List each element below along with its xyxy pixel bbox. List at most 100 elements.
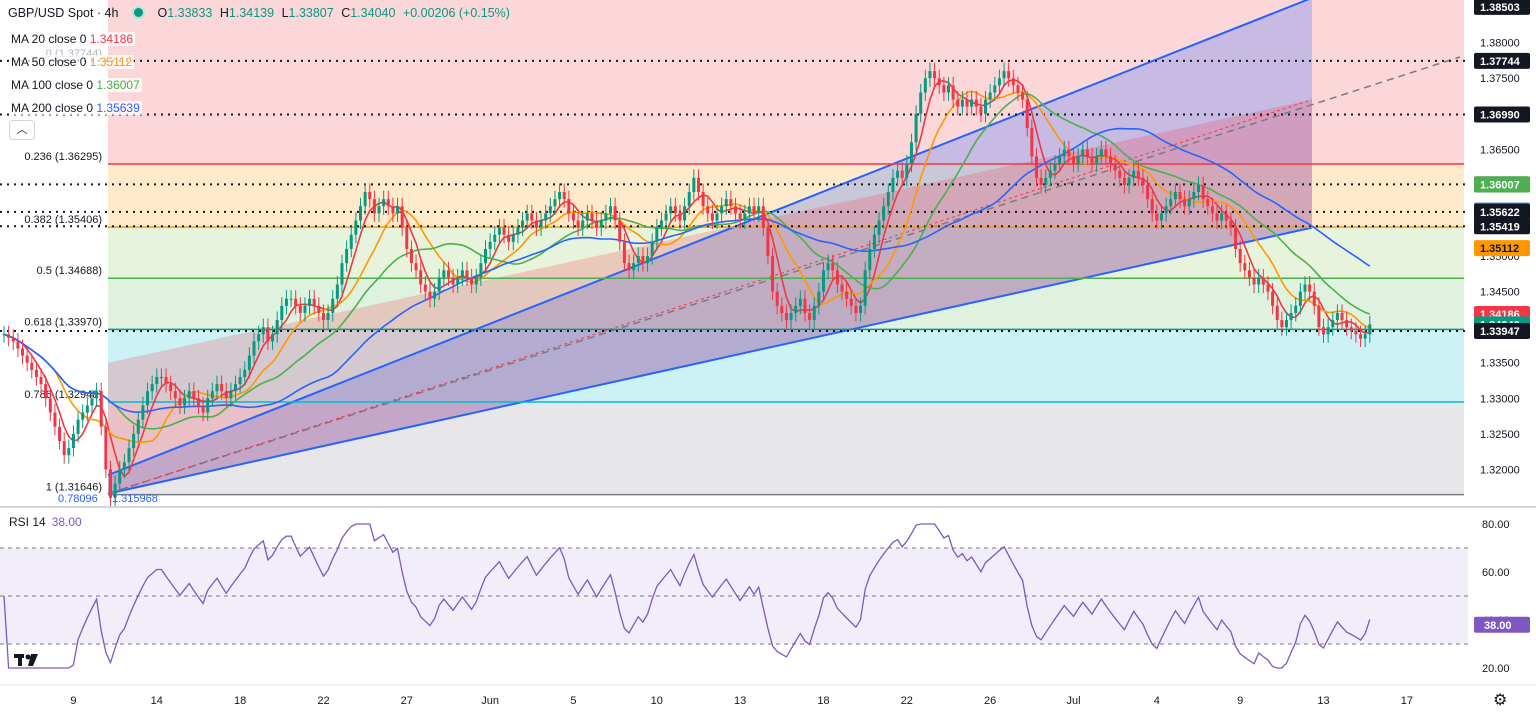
candle-body [442, 270, 446, 278]
candle-body [169, 384, 173, 392]
candle-body [1363, 334, 1367, 339]
candle-body [655, 227, 659, 242]
candle-body [271, 334, 275, 342]
candle-body [67, 448, 71, 456]
candle-body [1303, 284, 1307, 292]
ma200-value: 1.35639 [96, 101, 140, 115]
indicator-ma50[interactable]: MA 50 close 0 1.35112 [9, 55, 135, 69]
x-tick-label: 17 [1401, 695, 1413, 707]
candle-body [183, 398, 187, 406]
candle-body [622, 241, 626, 264]
fib-zone [108, 163, 1464, 228]
candle-body [39, 376, 43, 385]
x-tick-label: 13 [1317, 695, 1329, 707]
candle-body [368, 192, 372, 200]
candle-body [562, 192, 566, 200]
candle-body [1340, 312, 1344, 321]
fib-zone [108, 402, 1464, 495]
x-tick-label: 9 [70, 695, 76, 707]
candle-body [266, 327, 270, 342]
candle-body [400, 206, 404, 228]
candle-body [1141, 177, 1145, 185]
candle-body [1169, 199, 1173, 207]
candle-body [747, 206, 751, 214]
candle-body [956, 99, 960, 107]
candle-body [1345, 320, 1349, 328]
open-label: O [157, 6, 168, 20]
candle-body [423, 284, 427, 292]
candle-body [1298, 291, 1302, 306]
candle-body [1229, 220, 1233, 228]
candle-body [868, 248, 872, 271]
rsi-label: RSI 14 [9, 515, 46, 529]
price-tag: 1.35622 [1480, 207, 1520, 219]
candle-body [243, 369, 247, 377]
candle-body [113, 483, 117, 498]
indicator-ma200[interactable]: MA 200 close 0 1.35639 [9, 101, 142, 115]
candle-body [437, 277, 441, 292]
candle-body [734, 206, 738, 214]
candle-body [1136, 170, 1140, 178]
indicator-ma100[interactable]: MA 100 close 0 1.36007 [9, 78, 142, 92]
channel-mid-line [107, 56, 1461, 495]
candle-body [687, 192, 691, 207]
candle-body [590, 213, 594, 221]
candle-body [178, 398, 182, 406]
gear-icon[interactable]: ⚙ [1493, 692, 1508, 709]
candle-body [877, 220, 881, 235]
candle-body [664, 213, 668, 221]
candle-body [974, 99, 978, 107]
rsi-legend[interactable]: RSI 14 38.00 [9, 515, 82, 529]
tradingview-logo-icon[interactable] [14, 650, 42, 670]
candle-body [451, 277, 455, 285]
candle-body [1308, 284, 1312, 292]
candle-body [706, 206, 710, 214]
price-tag: 1.33947 [1480, 326, 1520, 338]
candle-body [984, 99, 988, 114]
candle-body [122, 462, 126, 470]
ma-line-100 [3, 92, 1371, 430]
candle-body [840, 284, 844, 292]
price-tag-bg [1474, 240, 1530, 257]
candle-body [308, 298, 312, 306]
candle-body [247, 355, 251, 370]
candle-body [30, 362, 34, 370]
chevron-up-icon[interactable]: ︿ [9, 120, 35, 140]
candle-body [396, 206, 400, 214]
candle-body [280, 305, 284, 321]
candle-body [1085, 149, 1089, 157]
candle-body [95, 391, 99, 399]
candle-body [882, 206, 886, 221]
channel-top-line [107, 0, 1310, 477]
candle-body [2, 334, 6, 336]
x-tick-label: 13 [734, 695, 746, 707]
candle-body [988, 92, 992, 100]
candle-body [90, 398, 94, 406]
fib-label-0.5: 0.5 (1.34688) [37, 265, 102, 277]
candle-body [1368, 324, 1372, 335]
symbol-title[interactable]: GBP/USD Spot · 4h [8, 6, 119, 20]
candle-body [127, 448, 131, 463]
candle-body [257, 334, 261, 342]
candle-body [1132, 170, 1136, 178]
candle-body [71, 433, 75, 449]
fib-label-1: 1 (1.31646) [46, 482, 102, 494]
candle-body [21, 348, 25, 356]
candle-body [359, 206, 362, 221]
candle-body [159, 376, 163, 378]
candle-body [1238, 248, 1242, 264]
candle-body [1280, 320, 1284, 328]
candle-body [1159, 213, 1163, 221]
candle-body [502, 227, 506, 235]
candle-body [382, 199, 386, 207]
y-tick-label: 1.32500 [1480, 429, 1520, 441]
candle-body [155, 376, 159, 385]
chart-header: GBP/USD Spot · 4h O1.33833 H1.34139 L1.33… [8, 6, 514, 21]
indicator-ma20[interactable]: MA 20 close 0 1.34186 [9, 32, 136, 46]
candle-body [558, 192, 562, 200]
candle-body [729, 199, 733, 207]
candle-body [1215, 213, 1219, 221]
candle-body [835, 270, 839, 285]
candle-body [1081, 149, 1085, 157]
